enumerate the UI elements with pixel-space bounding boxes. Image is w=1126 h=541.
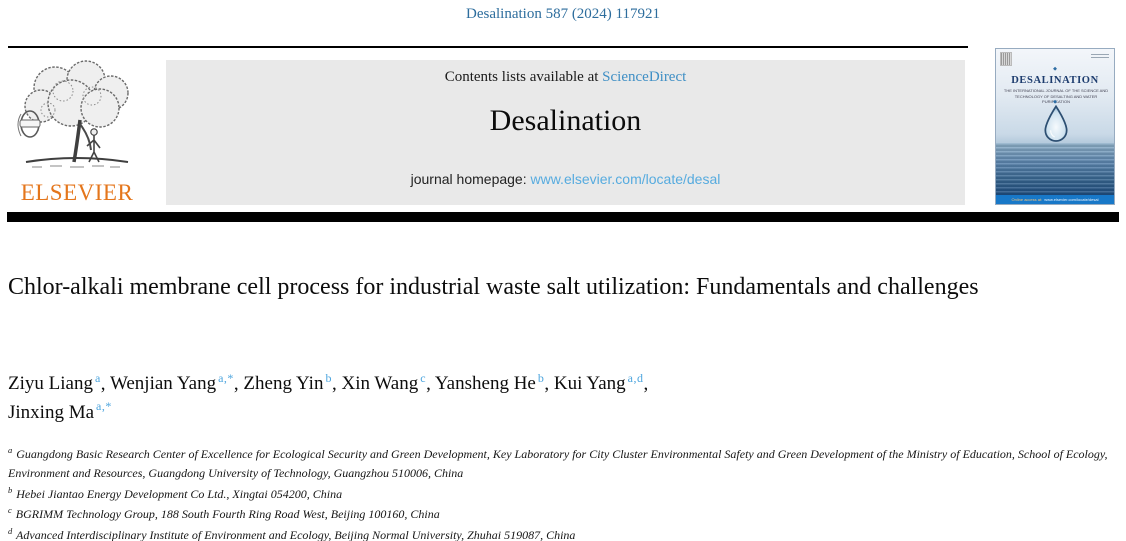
affiliation-label: b — [8, 484, 13, 495]
sciencedirect-link[interactable]: ScienceDirect — [602, 69, 687, 85]
affiliation-label: a — [8, 445, 13, 455]
cover-journal-subtitle: THE INTERNATIONAL JOURNAL OF THE SCIENCE… — [1003, 88, 1109, 105]
affiliation-text: Hebei Jiantao Energy Development Co Ltd.… — [13, 486, 343, 501]
author: Kui Yang a,d — [553, 371, 644, 395]
water-drop-icon — [1044, 105, 1068, 142]
cover-footer-link: www.elsevier.com/locate/desal — [1044, 197, 1099, 202]
author-affiliation-superscript: b — [325, 371, 332, 385]
author-affiliation-superscript: a,* — [96, 399, 112, 414]
cover-elsevier-tree-icon — [1000, 52, 1012, 66]
affiliation-label: c — [8, 505, 12, 516]
author-name: Zheng Yin — [243, 373, 324, 395]
elsevier-tree-icon — [17, 60, 129, 168]
contents-prefix: Contents lists available at — [444, 69, 603, 85]
cover-diamond-icon: ◆ — [1053, 67, 1057, 72]
affiliation: a Guangdong Basic Research Center of Exc… — [8, 444, 1118, 484]
author-list: Ziyu Liang a, Wenjian Yang a,*, Zheng Yin b… — [8, 371, 649, 423]
affiliation: b Hebei Jiantao Energy Development Co Lt… — [8, 484, 1118, 504]
author-affiliation-superscript: c — [420, 371, 427, 385]
header-bottom-rule — [7, 212, 1119, 222]
affiliation-label: d — [8, 525, 13, 536]
affiliation: c BGRIMM Technology Group, 188 South Fou… — [8, 504, 1118, 524]
author-name: Kui Yang — [553, 373, 626, 395]
author-name: Jinxing Ma — [8, 401, 95, 423]
affiliation-text: Advanced Interdisciplinary Institute of … — [13, 527, 576, 541]
author: Yansheng He b — [434, 371, 545, 395]
journal-cover-thumbnail[interactable]: ◆ DESALINATION THE INTERNATIONAL JOURNAL… — [995, 48, 1115, 205]
author-affiliation-superscript: a — [94, 371, 101, 385]
contents-line: Contents lists available at ScienceDirec… — [166, 69, 965, 86]
author-affiliation-superscript: a,* — [218, 371, 234, 385]
author-name: Xin Wang — [341, 373, 419, 395]
cover-ocean-image — [996, 143, 1114, 197]
author: Zheng Yin b — [243, 371, 332, 395]
elsevier-wordmark: ELSEVIER — [20, 180, 134, 205]
cover-footer-prefix: Online access at: — [1011, 197, 1043, 202]
author-affiliation-superscript: a,d — [627, 371, 644, 385]
author-name: Ziyu Liang — [8, 373, 93, 395]
affiliation-text: BGRIMM Technology Group, 188 South Fourt… — [12, 507, 440, 522]
author: Xin Wang c — [341, 371, 427, 395]
cover-footer-bar: Online access at: www.elsevier.com/locat… — [996, 195, 1114, 204]
journal-citation: Desalination 587 (2024) 117921 — [466, 6, 660, 22]
author-affiliation-superscript: b — [537, 371, 545, 385]
homepage-link[interactable]: www.elsevier.com/locate/desal — [530, 171, 721, 187]
homepage-prefix: journal homepage: — [410, 171, 531, 187]
affiliation-text: Guangdong Basic Research Center of Excel… — [8, 447, 1108, 481]
cover-issn-text — [1091, 54, 1109, 60]
article-title: Chlor-alkali membrane cell process for i… — [8, 274, 979, 300]
cover-journal-title: DESALINATION — [1011, 75, 1099, 86]
cover-diamond-icon: ◆ — [1053, 100, 1057, 105]
affiliation-list: a Guangdong Basic Research Center of Exc… — [8, 444, 1118, 541]
author-name: Yansheng He — [434, 373, 536, 395]
elsevier-logo: ELSEVIER — [8, 58, 146, 206]
homepage-line: journal homepage: www.elsevier.com/locat… — [166, 171, 965, 187]
journal-title: Desalination — [489, 104, 642, 137]
author: Jinxing Ma a,* — [8, 399, 112, 423]
header-top-rule — [8, 46, 968, 48]
journal-header-box: Contents lists available at ScienceDirec… — [166, 60, 965, 205]
author: Ziyu Liang a — [8, 371, 101, 395]
author-name: Wenjian Yang — [109, 373, 217, 395]
affiliation: d Advanced Interdisciplinary Institute o… — [8, 525, 1118, 541]
author: Wenjian Yang a,* — [109, 371, 234, 395]
